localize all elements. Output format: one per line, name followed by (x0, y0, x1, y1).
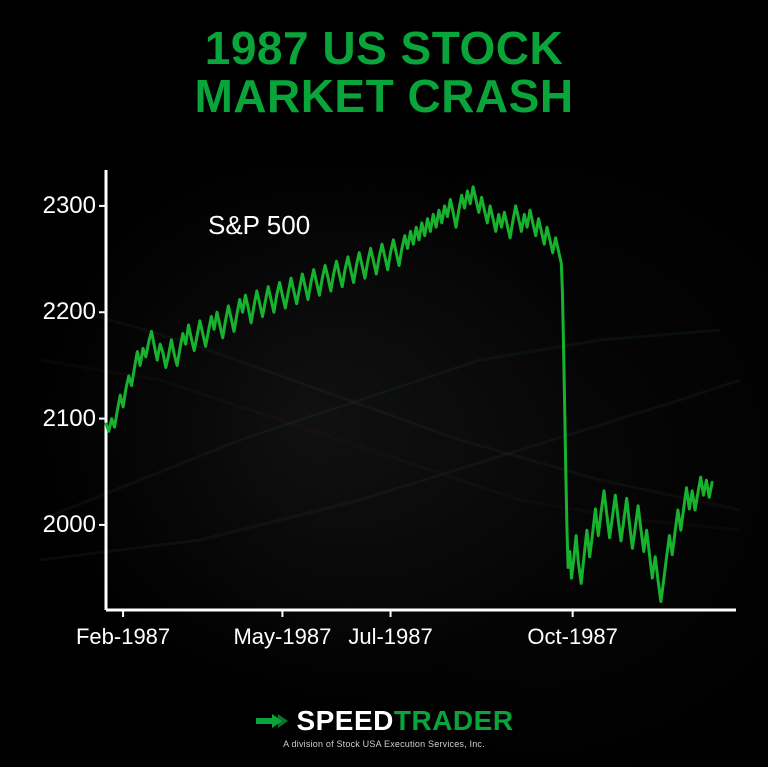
brand-name-part2: TRADER (394, 705, 514, 736)
y-tick-label: 2100 (34, 405, 96, 433)
chart-title: 1987 US STOCK MARKET CRASH (0, 24, 768, 121)
y-tick-label: 2000 (34, 511, 96, 539)
y-tick-label: 2200 (34, 298, 96, 326)
x-tick-label: Feb-1987 (76, 624, 170, 650)
brand-tagline: A division of Stock USA Execution Servic… (0, 739, 768, 749)
brand-name-part1: SPEED (296, 705, 393, 736)
brand-footer: SPEEDTRADER A division of Stock USA Exec… (0, 705, 768, 749)
x-tick-label: Oct-1987 (527, 624, 618, 650)
y-tick-label: 2300 (34, 192, 96, 220)
line-chart (38, 170, 738, 650)
brand-arrow-icon (254, 710, 290, 732)
brand-name: SPEEDTRADER (296, 705, 513, 737)
x-tick-label: Jul-1987 (348, 624, 432, 650)
title-line-1: 1987 US STOCK (0, 24, 768, 72)
series-label: S&P 500 (208, 210, 310, 241)
chart-area: 2000210022002300 Feb-1987May-1987Jul-198… (38, 170, 738, 650)
title-line-2: MARKET CRASH (0, 72, 768, 120)
x-tick-label: May-1987 (233, 624, 331, 650)
